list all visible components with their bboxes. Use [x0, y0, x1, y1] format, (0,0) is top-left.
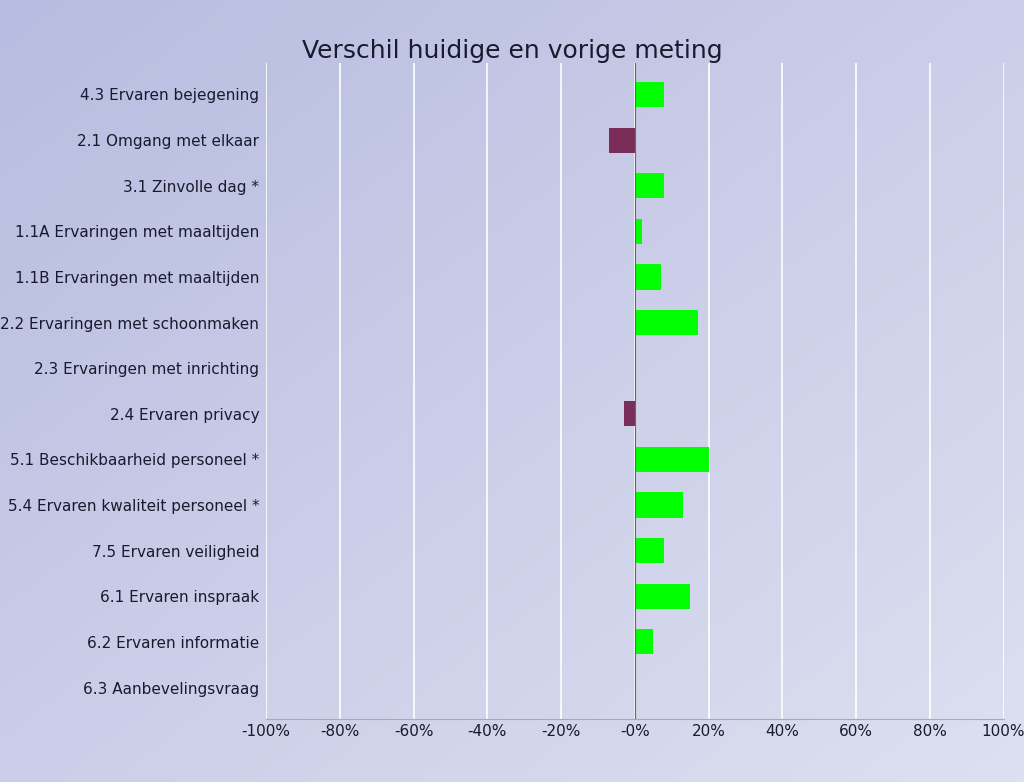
Bar	[624, 401, 635, 426]
Bar	[635, 630, 653, 655]
Bar	[635, 583, 690, 609]
Bar	[635, 82, 665, 107]
Bar	[635, 310, 697, 335]
Bar	[635, 264, 660, 289]
Bar	[635, 447, 709, 472]
Bar	[635, 493, 683, 518]
Text: Verschil huidige en vorige meting: Verschil huidige en vorige meting	[302, 39, 722, 63]
Bar	[635, 219, 642, 244]
Bar	[635, 538, 665, 563]
Bar	[635, 173, 665, 199]
Bar	[609, 127, 635, 152]
